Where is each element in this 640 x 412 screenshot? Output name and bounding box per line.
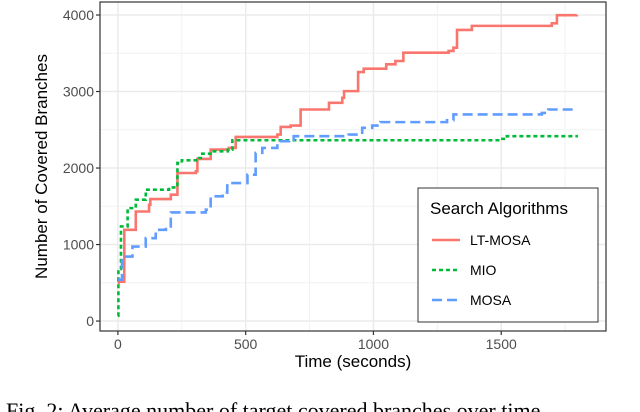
legend: Search Algorithms LT-MOSA MIO MOSA (417, 187, 599, 323)
y-tick-label: 4000 (63, 7, 94, 23)
x-tick-label: 1000 (358, 336, 389, 352)
x-tick-label: 1500 (486, 336, 517, 352)
series-line-mio (117, 134, 578, 317)
y-tick-label: 1000 (63, 237, 94, 253)
series-lines (117, 13, 579, 317)
legend-label: LT-MOSA (470, 232, 531, 248)
figure-caption: Fig. 2: Average number of target covered… (6, 398, 541, 412)
y-tick-label: 0 (86, 313, 94, 329)
axis-ticks: 0 500 1000 1500 0 1000 2000 3000 4000 (63, 7, 517, 352)
y-tick-label: 3000 (63, 84, 94, 100)
legend-title: Search Algorithms (430, 199, 568, 218)
x-axis-label: Time (seconds) (295, 352, 412, 371)
series-line-lt-mosa (117, 13, 579, 285)
legend-label: MOSA (470, 292, 512, 308)
x-tick-label: 0 (114, 336, 122, 352)
series-line-mosa (117, 108, 577, 282)
plot-panel-border (99, 1, 607, 332)
y-tick-label: 2000 (63, 160, 94, 176)
y-axis-label: Number of Covered Branches (32, 54, 51, 279)
x-tick-label: 500 (234, 336, 258, 352)
legend-label: MIO (470, 262, 497, 278)
